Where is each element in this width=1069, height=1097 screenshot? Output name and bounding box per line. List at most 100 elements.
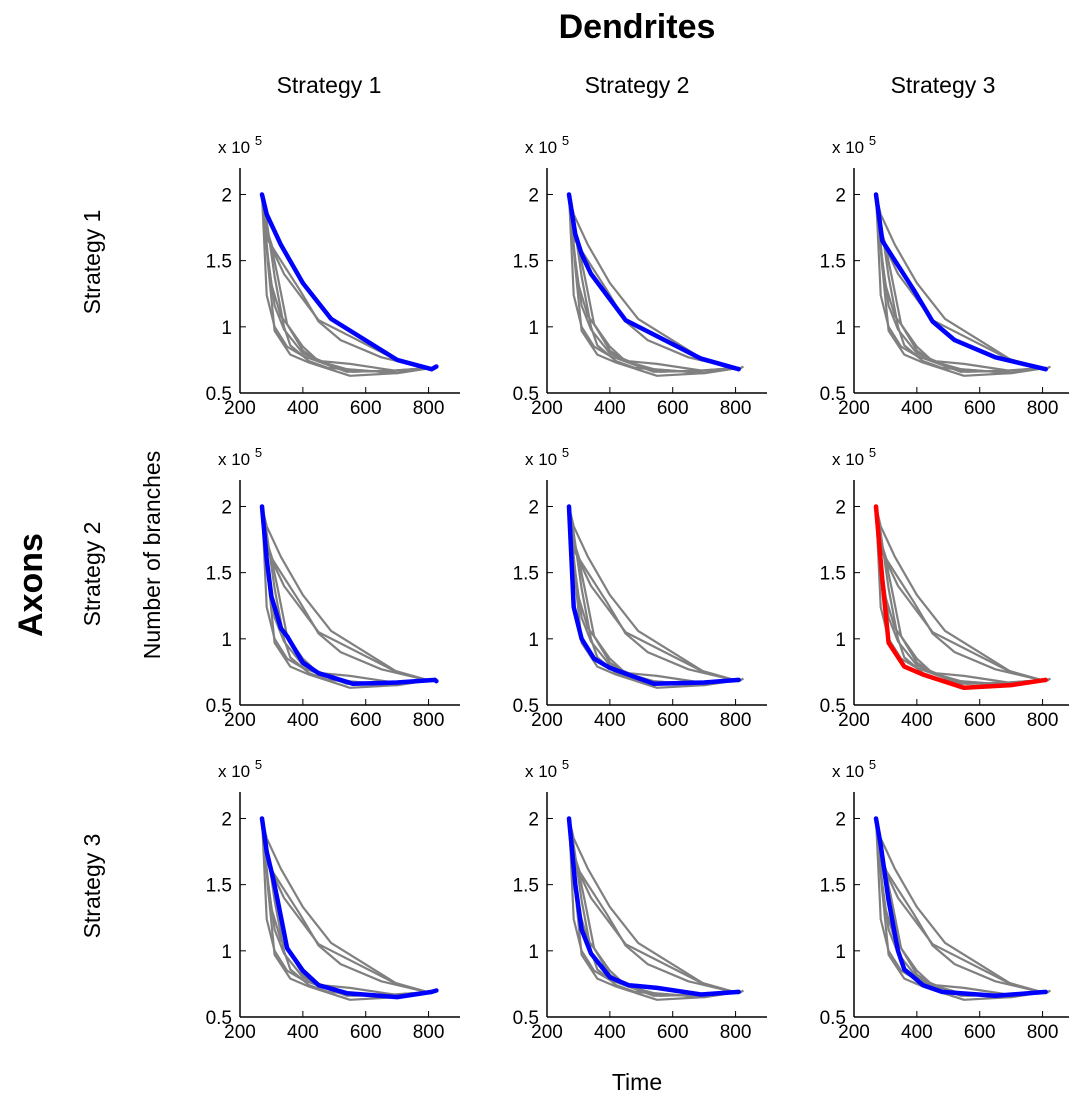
background-series-line-8 — [260, 506, 432, 684]
y-exponent-power: 5 — [562, 445, 569, 460]
y-tick-label: 0.5 — [206, 1008, 232, 1029]
x-tick-label: 200 — [531, 1022, 563, 1043]
columns-group-title: Dendrites — [559, 8, 716, 46]
background-series-line-8 — [874, 506, 1046, 684]
y-tick-label: 1.5 — [513, 252, 539, 273]
background-series-line-5 — [260, 506, 432, 685]
x-tick-label: 600 — [657, 398, 689, 419]
x-tick-label: 200 — [531, 398, 563, 419]
x-tick-label: 200 — [838, 398, 870, 419]
x-tick-label: 200 — [224, 1022, 256, 1043]
subplot-1-1: 200 400 600 800 0.5 1 1.5 2 x 10 5 — [206, 133, 460, 419]
highlight-series-line — [259, 816, 439, 1000]
row-label-3: Strategy 3 — [79, 834, 105, 939]
background-series-line-6 — [874, 818, 1046, 1001]
y-exponent-power: 5 — [562, 133, 569, 148]
x-tick-label: 400 — [901, 710, 933, 731]
subplot-grid: 200 400 600 800 0.5 1 1.5 2 x 10 5 200 400 600 800 0.… — [206, 133, 1069, 1043]
y-tick-label: 1 — [835, 942, 846, 963]
highlight-series-line — [566, 192, 741, 372]
y-tick-label: 0.5 — [513, 696, 539, 717]
y-tick-label: 2 — [221, 497, 232, 518]
x-tick-label: 200 — [224, 398, 256, 419]
y-tick-label: 0.5 — [513, 384, 539, 405]
y-tick-label: 2 — [221, 809, 232, 830]
y-tick-label: 1.5 — [206, 564, 232, 585]
background-series-line-5 — [260, 194, 432, 373]
y-tick-label: 1 — [221, 630, 232, 651]
y-tick-label: 1 — [835, 318, 846, 339]
x-tick-label: 800 — [413, 710, 445, 731]
x-tick-label: 400 — [594, 710, 626, 731]
y-tick-label: 2 — [835, 185, 846, 206]
y-tick-label: 1.5 — [820, 876, 846, 897]
y-exponent-label: x 10 5 — [525, 445, 569, 469]
y-exponent-label: x 10 5 — [218, 757, 262, 781]
y-tick-label: 2 — [835, 497, 846, 518]
subplot-3-2: 200 400 600 800 0.5 1 1.5 2 x 10 5 — [513, 757, 767, 1043]
subplot-1-3: 200 400 600 800 0.5 1 1.5 2 x 10 5 — [820, 133, 1069, 419]
y-exponent-label: x 10 5 — [832, 133, 876, 157]
background-series-line-4 — [567, 194, 742, 373]
y-exponent-power: 5 — [255, 133, 262, 148]
x-tick-label: 600 — [350, 1022, 382, 1043]
x-tick-label: 400 — [901, 1022, 933, 1043]
background-series-line-9 — [260, 194, 432, 373]
x-tick-label: 800 — [1027, 398, 1059, 419]
y-tick-label: 2 — [528, 185, 539, 206]
background-series-line-6 — [260, 818, 432, 1001]
background-series-line-4 — [260, 818, 435, 997]
column-label-2: Strategy 2 — [585, 72, 690, 98]
y-exponent-power: 5 — [255, 757, 262, 772]
background-series-line-5 — [567, 194, 739, 373]
y-tick-label: 1 — [221, 942, 232, 963]
y-exponent-label: x 10 5 — [832, 445, 876, 469]
highlight-series-line — [566, 816, 741, 997]
y-tick-label: 1 — [528, 630, 539, 651]
y-axis-label: Number of branches — [139, 451, 165, 659]
y-tick-label: 2 — [835, 809, 846, 830]
x-tick-label: 600 — [657, 1022, 689, 1043]
background-series-line-8 — [567, 194, 739, 372]
y-tick-label: 1.5 — [513, 564, 539, 585]
y-tick-label: 0.5 — [820, 384, 846, 405]
background-series-line-3 — [874, 506, 1046, 683]
subplot-1-2: 200 400 600 800 0.5 1 1.5 2 x 10 5 — [513, 133, 767, 419]
x-tick-label: 600 — [964, 1022, 996, 1043]
y-tick-label: 0.5 — [206, 696, 232, 717]
highlight-series-line — [566, 504, 741, 687]
y-tick-label: 0.5 — [513, 1008, 539, 1029]
x-tick-label: 800 — [413, 398, 445, 419]
y-exponent-label: x 10 5 — [525, 133, 569, 157]
y-tick-label: 1 — [528, 942, 539, 963]
column-label-1: Strategy 1 — [277, 72, 382, 98]
subplot-2-2: 200 400 600 800 0.5 1 1.5 2 x 10 5 — [513, 445, 767, 731]
background-series-line-4 — [567, 818, 742, 997]
y-exponent-label: x 10 5 — [218, 133, 262, 157]
x-tick-label: 800 — [720, 710, 752, 731]
x-tick-label: 200 — [531, 710, 563, 731]
highlight-series-line — [259, 504, 439, 687]
highlight-series-line — [259, 192, 439, 372]
highlight-series-line — [873, 816, 1048, 999]
background-series-line-5 — [567, 818, 739, 997]
y-exponent-label: x 10 5 — [525, 757, 569, 781]
row-label-2: Strategy 2 — [79, 522, 105, 627]
background-series-line-8 — [874, 818, 1046, 996]
y-tick-label: 0.5 — [820, 696, 846, 717]
background-series-line-8 — [874, 194, 1046, 372]
y-tick-label: 1.5 — [513, 876, 539, 897]
y-tick-label: 2 — [221, 185, 232, 206]
x-tick-label: 400 — [287, 710, 319, 731]
y-exponent-label: x 10 5 — [832, 757, 876, 781]
x-tick-label: 600 — [657, 710, 689, 731]
y-tick-label: 1.5 — [820, 564, 846, 585]
background-series-line-8 — [260, 194, 432, 372]
background-series-line-5 — [260, 818, 432, 997]
background-series-line-8 — [567, 818, 739, 996]
highlight-series-line — [873, 504, 1048, 691]
background-series-line-6 — [260, 194, 432, 377]
y-tick-label: 0.5 — [206, 384, 232, 405]
y-exponent-label: x 10 5 — [218, 445, 262, 469]
background-series-line-6 — [567, 194, 739, 377]
